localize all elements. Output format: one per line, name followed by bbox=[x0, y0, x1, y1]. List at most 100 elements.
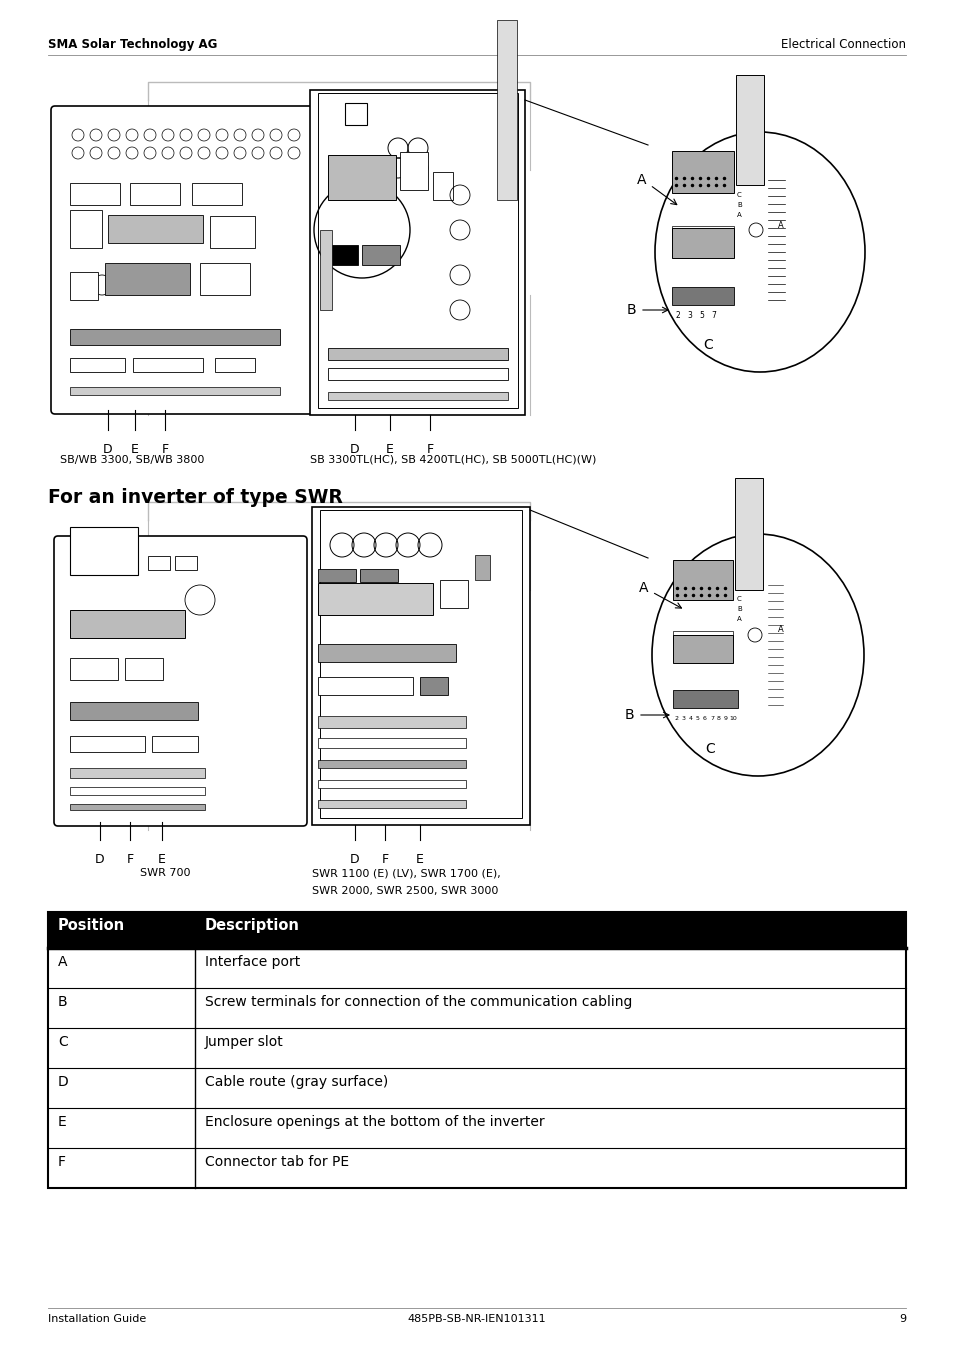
Bar bbox=[433, 172, 453, 200]
Bar bbox=[148, 556, 170, 571]
Bar bbox=[70, 658, 118, 680]
Text: 2: 2 bbox=[675, 311, 679, 319]
Text: D: D bbox=[350, 443, 359, 456]
Bar bbox=[70, 527, 138, 575]
Text: Interface port: Interface port bbox=[205, 955, 300, 969]
Text: Enclosure openings at the bottom of the inverter: Enclosure openings at the bottom of the … bbox=[205, 1115, 544, 1129]
Bar bbox=[671, 151, 733, 193]
Bar bbox=[312, 507, 530, 825]
Text: 7: 7 bbox=[711, 311, 716, 319]
Bar bbox=[328, 155, 395, 200]
Bar bbox=[214, 358, 254, 372]
Bar bbox=[192, 183, 242, 206]
Bar bbox=[734, 479, 762, 589]
Text: Connector tab for PE: Connector tab for PE bbox=[205, 1155, 349, 1169]
Text: Cable route (gray surface): Cable route (gray surface) bbox=[205, 1075, 388, 1088]
Bar bbox=[125, 658, 163, 680]
Bar bbox=[48, 913, 905, 1188]
Bar bbox=[130, 183, 180, 206]
Bar bbox=[70, 702, 198, 721]
Text: 8: 8 bbox=[717, 715, 720, 721]
Text: D: D bbox=[350, 853, 359, 867]
Text: 3: 3 bbox=[681, 715, 685, 721]
Text: B: B bbox=[58, 995, 68, 1009]
Bar bbox=[200, 264, 250, 295]
Bar bbox=[475, 556, 490, 580]
Text: F: F bbox=[381, 853, 388, 867]
Text: 485PB-SB-NR-IEN101311: 485PB-SB-NR-IEN101311 bbox=[407, 1314, 546, 1324]
Bar bbox=[672, 635, 732, 662]
Bar bbox=[497, 20, 517, 200]
Bar bbox=[671, 228, 733, 258]
Text: SWR 2000, SWR 2500, SWR 3000: SWR 2000, SWR 2500, SWR 3000 bbox=[312, 886, 497, 896]
Text: E: E bbox=[131, 443, 139, 456]
Bar bbox=[672, 631, 732, 644]
Text: C: C bbox=[737, 192, 741, 197]
Bar bbox=[70, 610, 185, 638]
Bar bbox=[317, 569, 355, 581]
Circle shape bbox=[748, 223, 762, 237]
Bar bbox=[70, 787, 205, 795]
Text: D: D bbox=[95, 853, 105, 867]
Text: 9: 9 bbox=[898, 1314, 905, 1324]
Text: For an inverter of type SWR: For an inverter of type SWR bbox=[48, 488, 342, 507]
Text: A: A bbox=[636, 173, 645, 187]
Text: SWR 1100 (E) (LV), SWR 1700 (E),: SWR 1100 (E) (LV), SWR 1700 (E), bbox=[312, 868, 500, 877]
Text: Description: Description bbox=[205, 918, 299, 933]
Bar bbox=[70, 210, 102, 247]
Bar bbox=[735, 74, 763, 185]
Text: 5: 5 bbox=[696, 715, 700, 721]
Text: C: C bbox=[58, 1036, 68, 1049]
Text: A: A bbox=[737, 617, 741, 622]
Bar bbox=[108, 215, 203, 243]
Bar bbox=[319, 510, 521, 818]
Text: E: E bbox=[158, 853, 166, 867]
Bar bbox=[70, 272, 98, 300]
Bar bbox=[345, 103, 367, 124]
Text: SMA Solar Technology AG: SMA Solar Technology AG bbox=[48, 38, 217, 51]
Text: B: B bbox=[626, 303, 636, 316]
Bar bbox=[328, 245, 357, 265]
Text: F: F bbox=[58, 1155, 66, 1169]
Bar bbox=[70, 329, 280, 345]
Bar bbox=[48, 913, 905, 948]
Text: D: D bbox=[58, 1075, 69, 1088]
Text: SWR 700: SWR 700 bbox=[139, 868, 190, 877]
Bar bbox=[317, 738, 465, 748]
Text: F: F bbox=[426, 443, 433, 456]
Bar bbox=[70, 358, 125, 372]
Bar bbox=[70, 183, 120, 206]
Text: E: E bbox=[416, 853, 423, 867]
Text: 4: 4 bbox=[688, 715, 692, 721]
Bar bbox=[152, 735, 198, 752]
Bar bbox=[317, 583, 433, 615]
Text: C: C bbox=[704, 742, 714, 756]
Text: C: C bbox=[737, 596, 741, 602]
Text: 2: 2 bbox=[675, 715, 679, 721]
Text: 7: 7 bbox=[709, 715, 713, 721]
Text: 3: 3 bbox=[687, 311, 692, 319]
Text: SB/WB 3300, SB/WB 3800: SB/WB 3300, SB/WB 3800 bbox=[60, 456, 204, 465]
Text: B: B bbox=[623, 708, 634, 722]
FancyBboxPatch shape bbox=[51, 105, 327, 414]
Text: A: A bbox=[638, 581, 647, 595]
Text: 5: 5 bbox=[699, 311, 703, 319]
Bar bbox=[317, 717, 465, 727]
Bar bbox=[328, 347, 507, 360]
Bar bbox=[317, 677, 413, 695]
Bar bbox=[70, 804, 205, 810]
Text: F: F bbox=[127, 853, 133, 867]
Bar bbox=[132, 358, 203, 372]
Text: Jumper slot: Jumper slot bbox=[205, 1036, 283, 1049]
Text: Installation Guide: Installation Guide bbox=[48, 1314, 146, 1324]
Text: 9: 9 bbox=[723, 715, 727, 721]
Text: SB 3300TL(HC), SB 4200TL(HC), SB 5000TL(HC)(W): SB 3300TL(HC), SB 4200TL(HC), SB 5000TL(… bbox=[310, 456, 596, 465]
Bar bbox=[174, 556, 196, 571]
Text: B: B bbox=[737, 606, 741, 612]
Bar bbox=[317, 760, 465, 768]
Text: F: F bbox=[161, 443, 169, 456]
Bar bbox=[328, 392, 507, 400]
Bar bbox=[319, 230, 332, 310]
Bar bbox=[210, 216, 254, 247]
Text: A: A bbox=[778, 626, 783, 634]
